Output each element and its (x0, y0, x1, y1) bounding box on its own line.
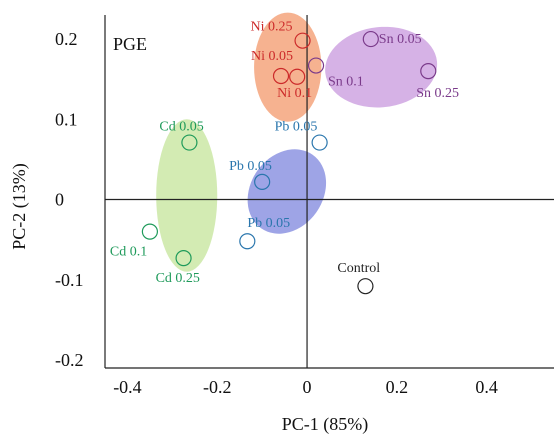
y-tick-label: 0 (55, 190, 64, 210)
x-tick-label: 0.2 (386, 377, 409, 397)
pb-point-label: Pb 0.05 (275, 120, 318, 135)
cd-data-point (141, 223, 158, 240)
x-tick-labels: -0.4 -0.2 0 0.2 0.4 (113, 377, 498, 397)
sn-point-label: Sn 0.05 (379, 32, 422, 47)
ni-point-label: Ni 0.05 (251, 49, 293, 64)
x-tick-label: 0.4 (475, 377, 498, 397)
pb-point-label: Pb 0.05 (229, 159, 272, 174)
pb-data-point (311, 134, 328, 151)
y-tick-labels: -0.2 -0.1 0 0.1 0.2 (55, 29, 84, 370)
pb-data-point (254, 173, 271, 190)
x-tick-label: -0.2 (203, 377, 232, 397)
panel-label: PGE (113, 34, 147, 54)
sn-data-point (420, 63, 437, 80)
axes (104, 15, 554, 369)
control-point-label: Control (337, 261, 380, 276)
ni-data-point (294, 32, 311, 49)
cd-data-point (175, 249, 192, 267)
y-tick-label: 0.1 (55, 109, 78, 129)
ni-point-label: Ni 0.1 (277, 86, 312, 101)
x-axis-label: PC-1 (85%) (282, 414, 369, 435)
y-tick-label: 0.2 (55, 29, 78, 49)
ni-data-point (272, 67, 290, 85)
cd-group-ellipse (156, 119, 218, 272)
x-tick-label: -0.4 (113, 377, 142, 397)
pb-group-ellipse (247, 149, 327, 234)
sn-point-label: Sn 0.1 (328, 75, 364, 90)
pb-point-label: Pb 0.05 (247, 216, 290, 231)
y-tick-label: -0.2 (55, 350, 84, 370)
x-tick-label: 0 (303, 377, 312, 397)
sn-point-label: Sn 0.25 (416, 86, 459, 101)
cd-point-label: Cd 0.05 (159, 120, 203, 135)
pb-data-point (239, 233, 256, 250)
data-points: Ni 0.25 Ni 0.05 Ni 0.1 Sn 0.05 Sn 0.1 Sn 0.25… (110, 20, 459, 295)
sn-group-ellipse (325, 26, 438, 108)
control-data-point (357, 278, 374, 295)
ni-point-label: Ni 0.25 (251, 20, 293, 35)
cd-point-label: Cd 0.25 (156, 271, 200, 286)
y-axis-label: PC-2 (13%) (9, 163, 30, 250)
ni-data-point (289, 68, 306, 85)
sn-data-point (362, 30, 379, 48)
sn-data-point (307, 57, 325, 74)
cd-data-point (181, 134, 198, 151)
ni-group-ellipse (254, 12, 322, 122)
cd-point-label: Cd 0.1 (110, 245, 147, 260)
group-ellipses (156, 12, 438, 272)
y-tick-label: -0.1 (55, 270, 84, 290)
